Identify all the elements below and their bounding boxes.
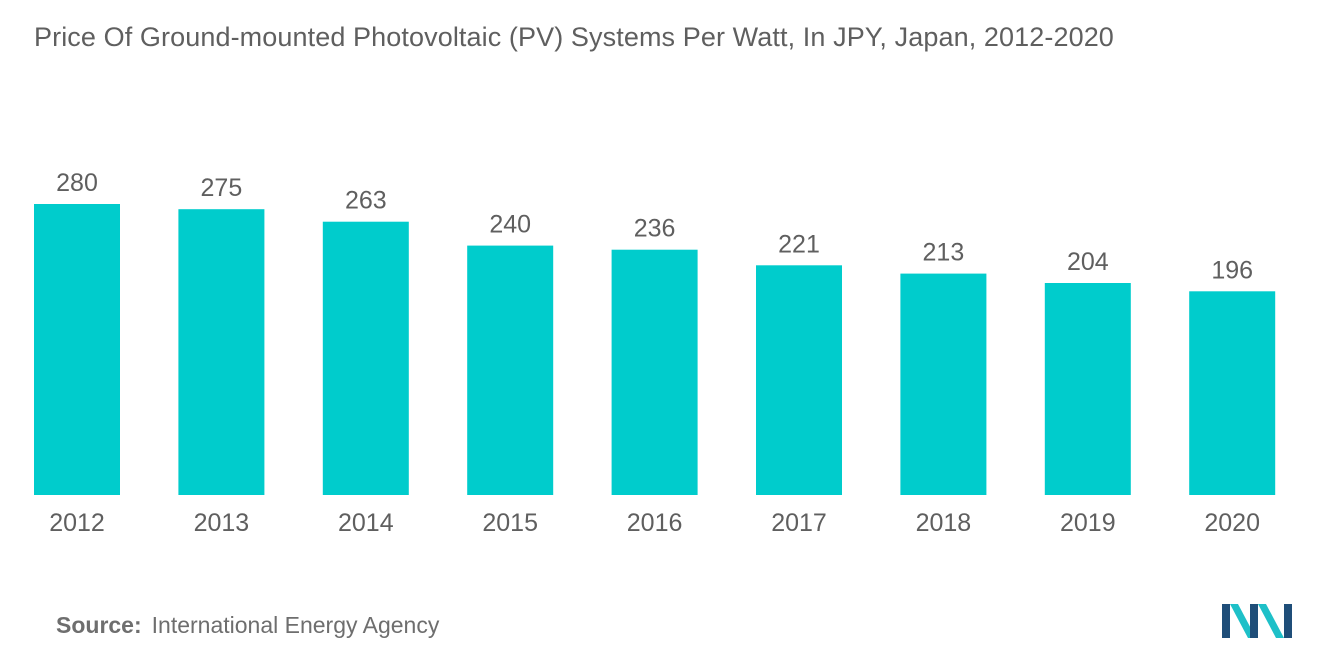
bar-2019 [1044, 283, 1131, 495]
bar-2014 [322, 221, 409, 495]
value-label-2019: 204 [1067, 248, 1109, 276]
x-tick-label-2016: 2016 [627, 509, 683, 537]
value-label-2016: 236 [634, 215, 676, 243]
x-axis-labels-group: 2012 2013 2014 2015 2016 2017 2018 2019 2020 [49, 509, 1260, 537]
bars-group [34, 204, 1276, 495]
bar-2020 [1189, 291, 1276, 495]
value-label-2015: 240 [489, 211, 531, 239]
bar-chart: 280 275 263 240 236 221 213 204 196 2012 2013 2014… [34, 169, 1276, 537]
mordor-intelligence-logo-icon [1222, 604, 1292, 638]
x-tick-label-2015: 2015 [482, 509, 538, 537]
chart-title: Price Of Ground-mounted Photovoltaic (PV… [34, 22, 1114, 52]
x-tick-label-2017: 2017 [771, 509, 827, 537]
bar-2013 [178, 209, 265, 495]
bar-2016 [611, 249, 698, 495]
x-tick-label-2020: 2020 [1204, 509, 1260, 537]
x-tick-label-2012: 2012 [49, 509, 105, 537]
x-tick-label-2014: 2014 [338, 509, 394, 537]
value-label-2012: 280 [56, 169, 98, 197]
source-text: International Energy Agency [151, 612, 440, 638]
value-label-2014: 263 [345, 187, 387, 215]
bar-2017 [756, 265, 842, 495]
x-tick-label-2018: 2018 [916, 509, 972, 537]
value-label-2017: 221 [778, 230, 820, 258]
source-label: Source: [56, 612, 142, 638]
bar-2015 [467, 245, 554, 495]
bar-2012 [34, 204, 120, 495]
x-tick-label-2013: 2013 [194, 509, 250, 537]
value-label-2018: 213 [923, 239, 965, 267]
value-label-2020: 196 [1211, 256, 1253, 284]
value-labels-group: 280 275 263 240 236 221 213 204 196 [56, 169, 1253, 284]
source-note: Source: International Energy Agency [56, 612, 439, 639]
x-tick-label-2019: 2019 [1060, 509, 1116, 537]
bar-2018 [900, 273, 987, 495]
value-label-2013: 275 [201, 174, 243, 202]
